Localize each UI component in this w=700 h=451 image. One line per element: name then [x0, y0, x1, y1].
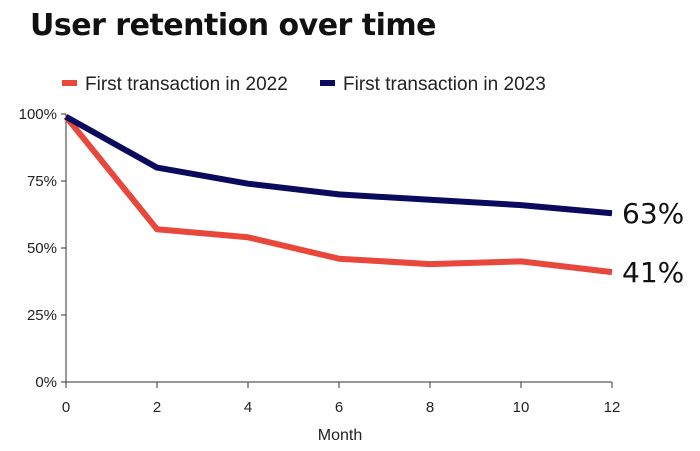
- x-axis-title: Month: [318, 427, 362, 444]
- series-end-label-0: 41%: [622, 256, 684, 289]
- legend-label-1: First transaction in 2023: [343, 74, 546, 95]
- y-tick-label: 75%: [27, 173, 57, 190]
- end-labels: 41% 63%: [622, 197, 684, 289]
- x-tick-label: 12: [604, 399, 621, 416]
- chart-title: User retention over time: [30, 8, 437, 43]
- x-tick-label: 8: [426, 399, 434, 416]
- legend-label-0: First transaction in 2022: [85, 74, 288, 95]
- y-tick-label: 25%: [27, 307, 57, 324]
- x-tick-label: 4: [244, 399, 252, 416]
- y-tick-label: 0%: [35, 374, 57, 391]
- x-tick-label: 6: [335, 399, 343, 416]
- series-end-label-1: 63%: [622, 197, 684, 230]
- x-tick-label: 2: [153, 399, 161, 416]
- y-tick-label: 50%: [27, 240, 57, 257]
- axes: 0% 25% 50% 75% 100% 0 2 4 6 8 10 12: [19, 106, 621, 416]
- legend: First transaction in 2022 First transacti…: [62, 74, 546, 95]
- series-layer: [63, 114, 613, 276]
- series-line-0: [63, 114, 613, 276]
- x-tick-label: 0: [62, 399, 70, 416]
- y-tick-label: 100%: [19, 106, 57, 123]
- x-tick-label: 10: [513, 399, 530, 416]
- series-line-1: [64, 114, 613, 217]
